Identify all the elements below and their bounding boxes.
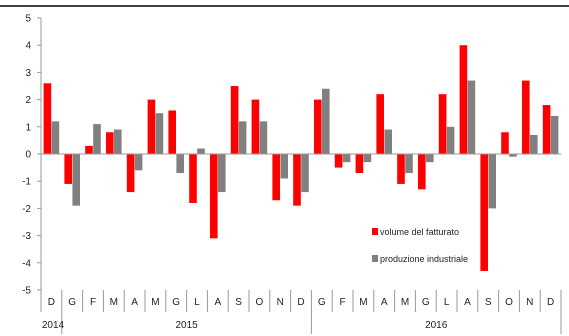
y-tick-label: 0 (25, 150, 31, 161)
bar-produzione (426, 154, 434, 163)
bar-fatturato (314, 99, 322, 154)
bar-produzione (280, 154, 288, 179)
bar-fatturato (355, 154, 364, 174)
x-tick-label: M (401, 297, 409, 308)
x-tick-label: O (256, 297, 264, 308)
bar-produzione (322, 88, 330, 154)
x-tick-label: D (48, 297, 55, 308)
bar-produzione (93, 124, 101, 154)
bar-fatturato (251, 99, 260, 154)
x-tick-label: M (110, 297, 118, 308)
bar-fatturato (418, 154, 426, 190)
bar-produzione (134, 154, 143, 171)
bar-fatturato (522, 80, 530, 154)
bar-produzione (218, 154, 226, 193)
x-tick-label: N (526, 297, 533, 308)
bar-fatturato (397, 154, 405, 184)
x-tick-label: S (235, 297, 242, 308)
x-tick-label: L (194, 297, 200, 308)
bar-fatturato (480, 154, 488, 271)
x-tick-label: F (340, 297, 346, 308)
bar-produzione (467, 80, 476, 154)
bar-fatturato (272, 154, 280, 201)
bar-fatturato (542, 105, 551, 154)
bar-fatturato (459, 45, 468, 155)
y-tick-label: 3 (25, 68, 31, 79)
x-tick-label: G (318, 297, 326, 308)
x-tick-label: A (464, 297, 471, 308)
bar-fatturato (168, 110, 176, 154)
x-tick-label: A (131, 297, 138, 308)
bar-fatturato (106, 132, 114, 154)
x-tick-label: L (444, 297, 450, 308)
year-label: 2015 (175, 320, 198, 331)
x-tick-label: N (277, 297, 284, 308)
y-tick-label: -2 (22, 204, 31, 215)
y-tick-label: 1 (25, 122, 31, 133)
y-tick-label: 5 (25, 14, 31, 25)
bar-produzione (342, 154, 351, 163)
bar-fatturato (230, 86, 239, 154)
legend-swatch (372, 228, 378, 235)
x-axis: D G F M A M G L A S O N D G F M A M G L A S O N D 2014 2015 2016 (40, 153, 562, 334)
bar-fatturato (126, 154, 135, 193)
bar-produzione (176, 154, 184, 174)
bar-produzione (155, 113, 164, 154)
bars-layer (43, 45, 559, 271)
x-tick-label: G (422, 297, 430, 308)
bar-produzione (259, 121, 268, 154)
bar-produzione (530, 134, 538, 154)
x-tick-label: D (297, 297, 304, 308)
bar-produzione (384, 129, 392, 154)
bar-fatturato (293, 154, 301, 206)
bar-fatturato (376, 94, 384, 154)
x-tick-label: G (172, 297, 180, 308)
y-tick-label: -3 (22, 231, 31, 242)
year-label: 2016 (425, 320, 448, 331)
bar-produzione (51, 121, 60, 154)
y-axis: -5 -4 -3 -2 -1 0 1 2 3 4 5 (22, 14, 42, 297)
bar-produzione (301, 154, 309, 193)
x-tick-label: A (381, 297, 388, 308)
y-tick-label: -4 (22, 258, 31, 269)
bar-produzione (446, 126, 455, 154)
bar-produzione (72, 154, 80, 206)
bar-fatturato (501, 132, 509, 154)
year-label: 2014 (42, 320, 65, 331)
y-tick-label: -5 (22, 286, 31, 297)
bar-fatturato (85, 145, 93, 154)
legend-swatch (372, 255, 378, 262)
x-tick-label: M (359, 297, 367, 308)
y-tick-label: -1 (22, 177, 31, 188)
bar-produzione (197, 148, 205, 154)
bar-fatturato (43, 83, 52, 154)
bar-produzione (363, 154, 372, 163)
y-tick-label: 2 (25, 95, 31, 106)
x-tick-label: S (485, 297, 492, 308)
legend-label: produzione industriale (380, 254, 468, 264)
x-tick-label: F (90, 297, 96, 308)
bar-produzione (550, 115, 559, 154)
bar-fatturato (189, 154, 197, 203)
bar-fatturato (210, 154, 218, 239)
x-tick-label: M (151, 297, 159, 308)
x-tick-label: O (505, 297, 513, 308)
bar-produzione (238, 121, 247, 154)
x-tick-label: D (547, 297, 554, 308)
bar-fatturato (147, 99, 156, 154)
x-tick-label: G (68, 297, 76, 308)
bar-produzione (405, 154, 413, 174)
bar-produzione (509, 154, 517, 157)
y-tick-label: 4 (25, 41, 31, 52)
legend: volume del fatturato produzione industria… (372, 227, 468, 264)
bar-produzione (488, 154, 496, 209)
legend-label: volume del fatturato (380, 227, 459, 237)
bar-produzione (114, 129, 122, 154)
bar-fatturato (64, 154, 72, 184)
x-tick-label: A (214, 297, 221, 308)
bar-fatturato (438, 94, 447, 154)
bar-fatturato (334, 154, 343, 168)
